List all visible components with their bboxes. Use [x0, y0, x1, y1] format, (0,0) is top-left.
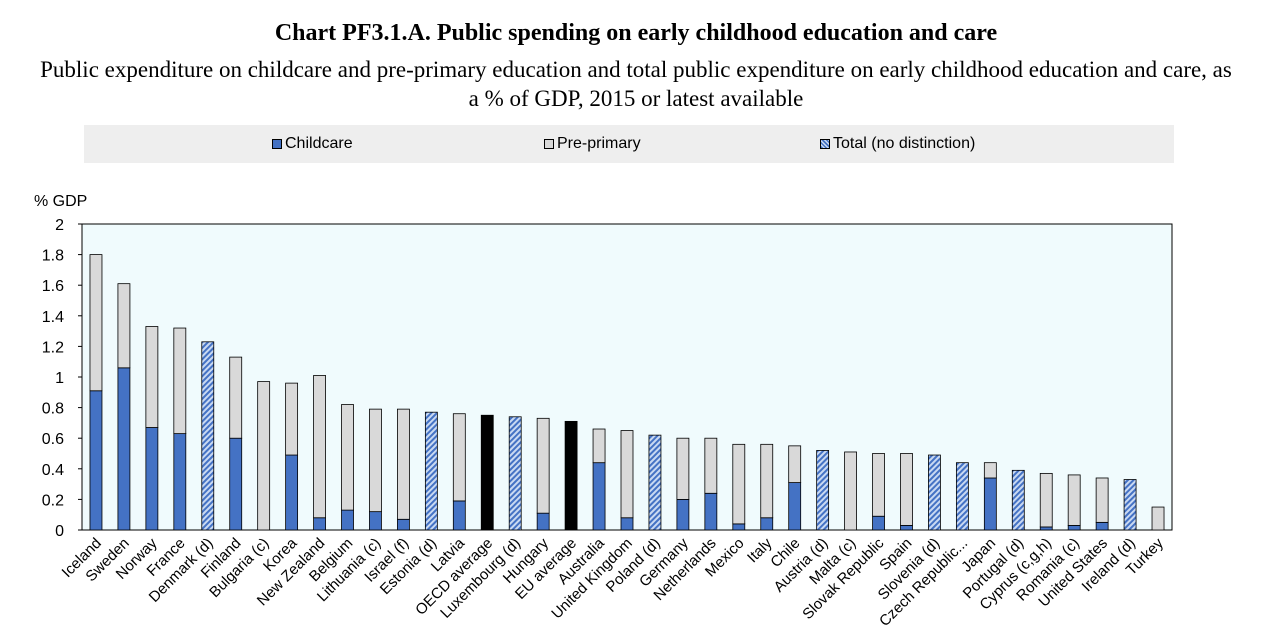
y-tick-label: 1.6	[42, 278, 64, 295]
bar-childcare	[341, 509, 354, 531]
legend-item-total: Total (no distinction)	[820, 135, 975, 153]
bar-preprimary	[1067, 474, 1081, 526]
bar-preprimary	[285, 382, 299, 456]
bar-preprimary	[704, 437, 718, 494]
bar-childcare	[704, 492, 718, 531]
bar-preprimary	[341, 404, 354, 511]
bar-preprimary	[397, 408, 410, 520]
y-axis-label: % GDP	[34, 193, 87, 210]
bar-childcare	[313, 517, 326, 531]
bar-childcare	[983, 477, 997, 531]
bar-childcare	[229, 437, 243, 531]
bar-preprimary	[788, 445, 802, 483]
bar-total	[508, 416, 522, 531]
bar-childcare	[285, 454, 299, 531]
bar-childcare	[117, 367, 131, 531]
y-tick-label: 0	[55, 523, 64, 540]
bar-childcare	[1067, 525, 1081, 531]
y-tick-label: 0.6	[42, 431, 64, 448]
y-tick-label: 0.2	[42, 492, 64, 509]
bar-preprimary	[1151, 506, 1165, 531]
bar-preprimary	[89, 254, 103, 392]
bar-childcare	[397, 518, 410, 531]
bar-preprimary	[620, 430, 634, 519]
bar-total	[1123, 479, 1137, 531]
bar-childcare	[788, 482, 802, 531]
bar-total	[648, 434, 662, 531]
bar-preprimary	[983, 462, 997, 479]
bar-preprimary	[732, 443, 746, 525]
bar-preprimary	[844, 451, 857, 531]
bar-total	[816, 450, 830, 531]
y-tick-label: 1.2	[42, 339, 64, 356]
chart-legend: Childcare Pre-primary Total (no distinct…	[84, 125, 1174, 163]
y-tick-label: 1	[55, 370, 64, 387]
bar-childcare	[1039, 526, 1053, 531]
legend-label-preprimary: Pre-primary	[557, 135, 641, 152]
bar-childcare	[145, 427, 159, 531]
y-tick-label: 0.8	[42, 401, 64, 418]
bar-childcare	[1095, 521, 1109, 531]
bar-total	[424, 411, 438, 531]
bar-childcare	[620, 517, 634, 531]
y-tick-label: 2	[55, 217, 64, 234]
bar-total	[928, 454, 941, 531]
legend-swatch-preprimary	[544, 139, 554, 149]
bar-preprimary	[676, 437, 690, 500]
bar-childcare	[89, 390, 103, 531]
bar-total	[201, 341, 215, 531]
bar-childcare	[369, 511, 382, 531]
bar-preprimary	[257, 381, 271, 531]
bar-preprimary	[872, 453, 885, 517]
bar-preprimary	[760, 443, 774, 519]
bar-total	[955, 462, 969, 531]
bar-preprimary	[536, 417, 550, 514]
bar-average	[480, 414, 494, 531]
bar-childcare	[173, 433, 187, 531]
bar-childcare	[676, 498, 690, 531]
bar-preprimary	[145, 326, 159, 428]
bar-childcare	[452, 500, 466, 531]
y-tick-label: 1.8	[42, 248, 64, 265]
legend-item-preprimary: Pre-primary	[544, 135, 641, 153]
chart-subtitle: Public expenditure on childcare and pre-…	[40, 57, 1232, 111]
bar-childcare	[536, 512, 550, 531]
bar-preprimary	[1039, 472, 1053, 528]
bar-preprimary	[900, 453, 913, 526]
bar-preprimary	[452, 413, 466, 502]
bar-preprimary	[229, 356, 243, 439]
bar-childcare	[900, 525, 913, 531]
bar-childcare	[760, 517, 774, 531]
bar-childcare	[872, 515, 885, 531]
legend-item-childcare: Childcare	[272, 135, 353, 153]
legend-swatch-childcare	[272, 139, 282, 149]
y-tick-label: 1.4	[42, 309, 64, 326]
bar-preprimary	[369, 408, 382, 513]
bar-preprimary	[592, 428, 606, 464]
bar-preprimary	[1095, 477, 1109, 523]
legend-swatch-total	[820, 139, 830, 149]
bar-preprimary	[173, 327, 187, 435]
bar-preprimary	[313, 375, 326, 519]
bar-childcare	[732, 523, 746, 531]
bar-preprimary	[117, 283, 131, 369]
y-tick-label: 0.4	[42, 462, 64, 479]
bar-average	[564, 420, 578, 531]
bar-total	[1011, 469, 1025, 531]
legend-label-childcare: Childcare	[285, 135, 353, 152]
bar-childcare	[592, 462, 606, 531]
legend-label-total: Total (no distinction)	[833, 135, 976, 152]
chart-title: Chart PF3.1.A. Public spending on early …	[274, 20, 998, 46]
